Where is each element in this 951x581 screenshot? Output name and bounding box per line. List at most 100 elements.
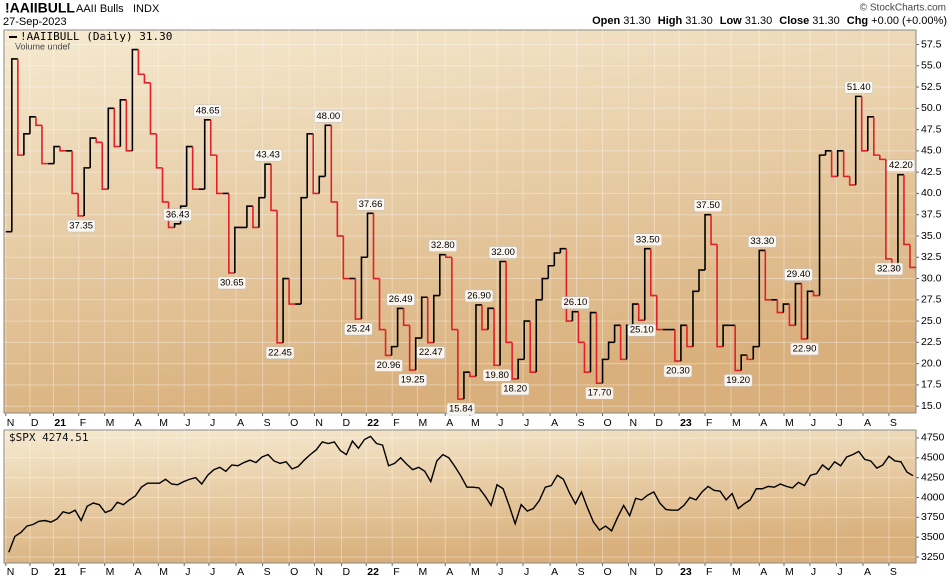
x-tick-label: M — [106, 566, 115, 578]
x-tick-label: S — [578, 566, 585, 578]
x-tick-label: A — [864, 417, 871, 429]
step-segment — [137, 49, 145, 76]
step-segment — [722, 324, 730, 347]
annotation-box — [374, 359, 403, 372]
step-segment — [716, 244, 724, 348]
annotation-box — [784, 268, 813, 281]
step-segment — [475, 304, 483, 377]
x-tick-label: M — [785, 566, 794, 578]
x-tick-label: A — [135, 566, 142, 578]
x-tick-label: D — [343, 417, 351, 429]
step-segment — [674, 329, 681, 362]
annotation: 19.80 — [482, 369, 512, 382]
x-tick-label: D — [655, 417, 663, 429]
annotation-label: 22.90 — [793, 343, 817, 354]
annotation: 37.35 — [66, 219, 96, 233]
annotation: 29.40 — [784, 268, 813, 281]
y-tick-label: 30.0 — [921, 272, 942, 284]
step-segment — [203, 118, 211, 190]
step-segment — [824, 150, 832, 156]
step-segment — [209, 119, 217, 156]
y-tick-label: 22.5 — [921, 336, 942, 348]
step-segment — [282, 277, 290, 343]
y-tick-label: 37.5 — [921, 208, 942, 220]
annotation-label: 36.43 — [166, 209, 190, 220]
x-tick-label: 23 — [680, 417, 692, 429]
annotation-box — [265, 346, 295, 360]
annotation-label: 48.65 — [196, 105, 220, 116]
x-tick-label: F — [80, 417, 86, 429]
step-segment — [270, 164, 278, 212]
x-tick-label: M — [471, 417, 480, 429]
annotation: 33.50 — [633, 233, 663, 246]
annotation-label: 33.30 — [750, 236, 774, 247]
step-segment — [734, 325, 742, 372]
step-segment — [59, 146, 67, 152]
step-segment — [710, 214, 718, 246]
annotation-box — [416, 346, 446, 359]
step-segment — [517, 358, 525, 379]
annotation-box — [66, 219, 96, 233]
annotation-box — [874, 262, 904, 276]
annotation: 36.43 — [163, 208, 192, 222]
step-segment — [493, 308, 501, 367]
quote-value: 31.30 — [623, 15, 651, 27]
x-tick-label: J — [837, 566, 842, 578]
annotation-label: 29.40 — [787, 269, 811, 280]
step-segment — [246, 205, 253, 228]
step-segment — [173, 222, 181, 228]
step-segment — [439, 253, 446, 296]
annotation: 48.00 — [314, 110, 343, 123]
name: AAII Bulls — [76, 3, 124, 15]
annotation: 48.65 — [193, 104, 222, 118]
step-segment — [457, 329, 464, 400]
step-segment — [589, 311, 597, 373]
x-tick-label: O — [290, 417, 298, 429]
y-tick-label: 17.5 — [921, 379, 942, 391]
step-segment — [613, 324, 621, 343]
x-tick-label: O — [604, 417, 612, 429]
x-tick-label: F — [393, 566, 399, 578]
annotation: 26.10 — [561, 296, 590, 309]
step-segment — [318, 175, 326, 194]
step-segment — [656, 295, 663, 331]
annotation-label: 32.00 — [491, 247, 515, 258]
quote-label: Low — [719, 15, 742, 27]
step-segment — [758, 249, 766, 347]
x-tick-label: M — [732, 566, 741, 578]
annotation: 22.45 — [265, 346, 295, 360]
annotation: 33.30 — [748, 235, 777, 248]
annotation-label: 26.10 — [564, 297, 588, 308]
step-segment — [107, 107, 115, 190]
annotation-box — [217, 276, 247, 290]
step-segment — [366, 212, 374, 258]
x-tick-label: J — [524, 417, 529, 429]
x-tick-label: J — [524, 566, 529, 578]
step-segment — [607, 341, 615, 360]
step-segment — [595, 312, 603, 385]
step-segment — [29, 116, 36, 134]
step-segment — [330, 125, 338, 203]
annotation: 15.84 — [446, 402, 476, 416]
annotation-label: 51.40 — [847, 82, 871, 93]
annotation-label: 26.49 — [389, 294, 413, 305]
annotation-label: 26.90 — [467, 290, 491, 301]
y-tick-label: 47.5 — [921, 123, 942, 135]
step-segment — [155, 133, 163, 169]
step-segment — [577, 311, 585, 344]
quote-label: Chg — [846, 15, 869, 27]
y-tick-label: 25.0 — [921, 315, 942, 327]
annotation-box — [193, 104, 222, 118]
step-segment — [879, 155, 886, 161]
step-segment — [686, 325, 693, 348]
step-segment — [125, 99, 133, 152]
step-segment — [559, 247, 567, 253]
step-segment — [360, 256, 368, 320]
step-segment — [836, 150, 844, 177]
y-tick-label: 20.0 — [921, 357, 942, 369]
credit: © StockCharts.com — [860, 3, 946, 14]
step-segment — [143, 74, 151, 84]
x-tick-label: M — [159, 566, 168, 578]
step-segment — [643, 247, 651, 321]
